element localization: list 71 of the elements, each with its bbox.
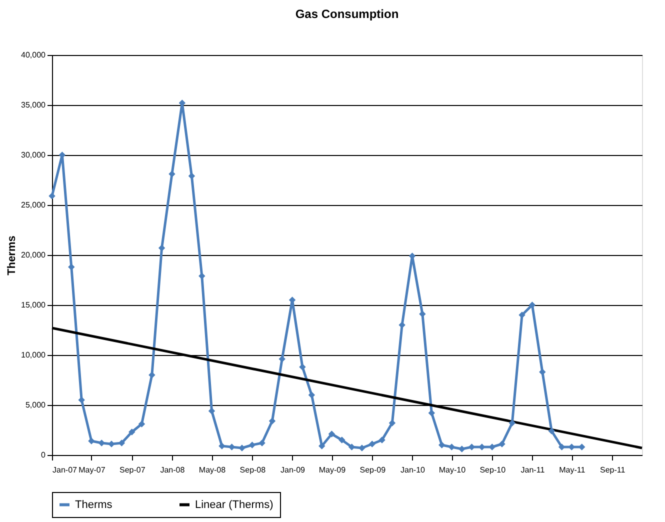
point: [368, 440, 376, 448]
point: [108, 440, 115, 448]
point: [208, 408, 216, 414]
point: [428, 410, 435, 416]
x-tick-label: Jan-10: [400, 466, 426, 474]
x-tick-label: May-08: [198, 466, 226, 474]
point: [308, 392, 316, 398]
point: [388, 420, 396, 426]
y-axis-title: Therms: [6, 236, 18, 276]
x-tick-label: Sep-10: [480, 466, 506, 474]
y-tick-label: 40,000: [21, 50, 46, 60]
y-tick-label: 30,000: [21, 150, 46, 160]
point: [348, 444, 356, 450]
y-tick-label: 20,000: [21, 250, 46, 260]
point: [48, 192, 56, 200]
point: [248, 442, 256, 448]
point: [138, 420, 146, 428]
point: [539, 368, 546, 376]
point: [398, 322, 406, 328]
x-tick-label: Sep-07: [119, 466, 146, 474]
point: [198, 272, 206, 280]
point: [328, 430, 336, 438]
point: [118, 440, 126, 446]
point: [148, 372, 156, 378]
point: [68, 264, 75, 270]
point: [498, 440, 506, 448]
x-tick-label: May-07: [78, 466, 106, 474]
x-tick-label: May-11: [559, 466, 586, 474]
point: [128, 428, 136, 436]
point: [518, 312, 526, 318]
point: [188, 172, 196, 180]
point: [358, 444, 366, 452]
point: [478, 444, 486, 450]
point: [488, 444, 496, 450]
point: [508, 420, 516, 426]
point: [168, 170, 176, 178]
x-tick-label: Jan-08: [160, 466, 186, 474]
x-tick-label: Jan-11: [520, 466, 546, 474]
y-tick-label: 15,000: [21, 300, 46, 310]
point: [338, 436, 346, 444]
point: [238, 444, 246, 452]
point: [268, 418, 276, 424]
x-tick-label: Sep-11: [600, 466, 626, 474]
point: [258, 440, 266, 446]
y-tick-label: 35,000: [21, 100, 46, 110]
point: [218, 442, 226, 450]
x-tick-label: Jan-09: [280, 466, 306, 474]
point: [548, 428, 555, 434]
x-tick-label: Sep-08: [240, 466, 266, 474]
point: [78, 396, 85, 404]
legend-label: Linear (Therms): [195, 498, 274, 511]
point: [438, 442, 446, 448]
y-tick-label: 25,000: [21, 200, 46, 210]
y-tick-label: 0: [41, 450, 46, 460]
point: [299, 364, 306, 370]
point: [88, 438, 95, 444]
point: [458, 446, 466, 452]
x-tick-label: May-09: [318, 466, 346, 474]
chart-title: Gas Consumption: [295, 7, 399, 21]
point: [158, 244, 166, 252]
y-tick-label: 5,000: [25, 400, 46, 410]
x-tick-label: May-10: [438, 466, 466, 474]
point: [278, 356, 286, 362]
x-tick-label: Sep-09: [360, 466, 386, 474]
x-tick-label: Jan-07: [52, 466, 78, 474]
point: [448, 444, 456, 450]
point: [419, 310, 426, 318]
point: [98, 440, 105, 446]
legend-label: Therms: [75, 498, 113, 511]
point: [378, 436, 386, 444]
y-tick-label: 10,000: [21, 350, 46, 360]
